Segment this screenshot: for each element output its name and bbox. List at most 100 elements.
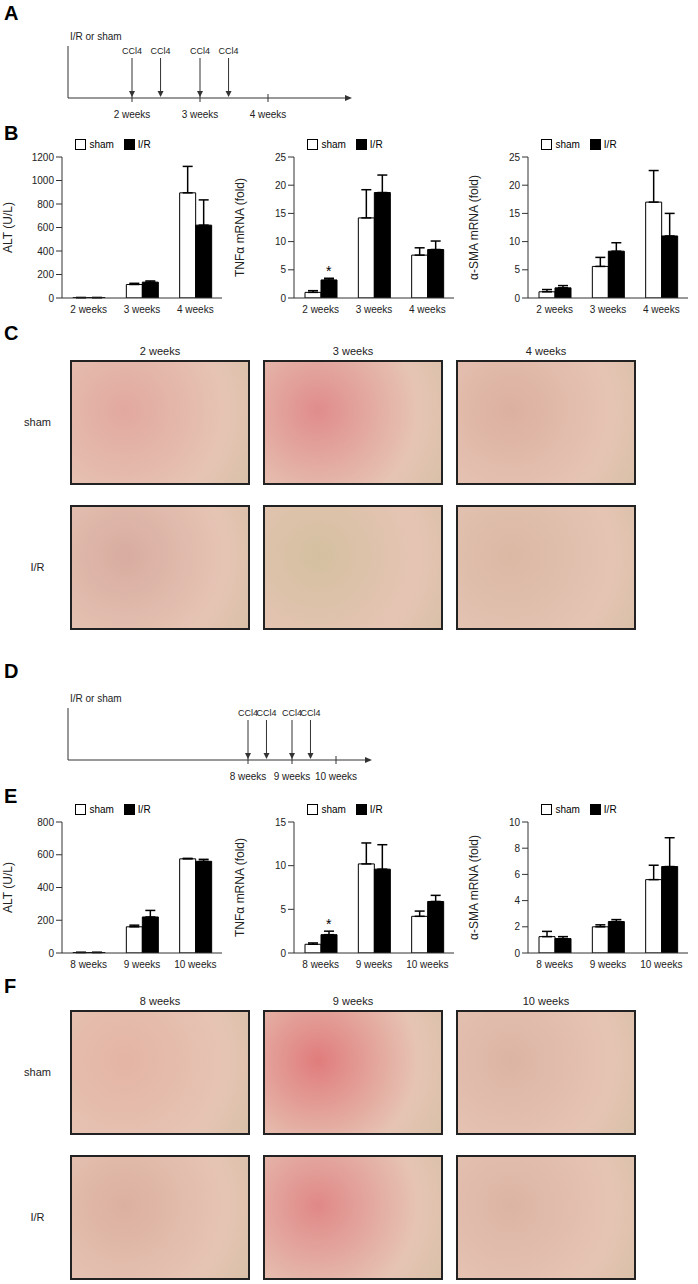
svg-text:CCl4: CCl4 xyxy=(190,46,210,56)
html-text:sham: sham xyxy=(321,139,346,150)
html-text:2 weeks: 2 weeks xyxy=(139,345,181,357)
svg-text:0: 0 xyxy=(280,948,286,959)
svg-text:600: 600 xyxy=(37,849,54,860)
svg-text:4 weeks: 4 weeks xyxy=(643,304,680,315)
html-text:B: B xyxy=(4,122,19,144)
svg-text:8 weeks: 8 weeks xyxy=(70,959,107,970)
html-text:8 weeks: 8 weeks xyxy=(139,995,181,1007)
svg-text:3 weeks: 3 weeks xyxy=(590,304,627,315)
svg-text:15: 15 xyxy=(275,208,287,219)
svg-text:0: 0 xyxy=(48,948,54,959)
svg-text:4 weeks: 4 weeks xyxy=(409,304,446,315)
svg-text:I/R or sham: I/R or sham xyxy=(70,693,122,704)
html-text:sham: sham xyxy=(24,1065,51,1078)
html-text:4 weeks: 4 weeks xyxy=(525,345,567,357)
svg-text:TNFα mRNA (fold): TNFα mRNA (fold) xyxy=(233,838,247,937)
svg-text:400: 400 xyxy=(37,246,54,257)
svg-text:2 weeks: 2 weeks xyxy=(114,109,151,120)
svg-text:CCl4: CCl4 xyxy=(151,46,171,56)
html-text:I/R: I/R xyxy=(30,560,45,573)
svg-text:10: 10 xyxy=(275,236,287,247)
svg-text:200: 200 xyxy=(37,915,54,926)
svg-text:1000: 1000 xyxy=(32,175,55,186)
svg-text:CCl4: CCl4 xyxy=(238,708,258,718)
svg-text:4 weeks: 4 weeks xyxy=(250,109,287,120)
svg-text:10: 10 xyxy=(509,817,521,828)
svg-text:5: 5 xyxy=(280,904,286,915)
svg-text:4 weeks: 4 weeks xyxy=(177,304,214,315)
svg-text:6: 6 xyxy=(514,869,520,880)
html-text:D: D xyxy=(4,660,19,682)
svg-text:15: 15 xyxy=(509,208,521,219)
svg-text:400: 400 xyxy=(37,882,54,893)
html-text:sham: sham xyxy=(555,139,580,150)
svg-text:8 weeks: 8 weeks xyxy=(302,959,339,970)
html-text:I/R: I/R xyxy=(603,139,617,150)
html-text:F: F xyxy=(4,975,17,997)
svg-text:10 weeks: 10 weeks xyxy=(406,959,448,970)
svg-text:2 weeks: 2 weeks xyxy=(302,304,339,315)
svg-text:α-SMA mRNA (fold): α-SMA mRNA (fold) xyxy=(467,835,481,940)
html-text:I/R: I/R xyxy=(30,1210,45,1223)
svg-text:25: 25 xyxy=(275,152,287,163)
svg-text:CCl4: CCl4 xyxy=(122,46,142,56)
svg-text:5: 5 xyxy=(514,264,520,275)
svg-text:9 weeks: 9 weeks xyxy=(274,771,311,782)
svg-text:8: 8 xyxy=(514,843,520,854)
svg-text:*: * xyxy=(326,916,332,932)
svg-text:600: 600 xyxy=(37,222,54,233)
svg-text:CCl4: CCl4 xyxy=(282,708,302,718)
html-text:E: E xyxy=(4,785,18,807)
svg-text:α-SMA mRNA (fold): α-SMA mRNA (fold) xyxy=(467,175,481,280)
svg-text:25: 25 xyxy=(509,152,521,163)
svg-text:9 weeks: 9 weeks xyxy=(124,959,161,970)
svg-text:I/R or sham: I/R or sham xyxy=(70,31,122,42)
svg-text:10 weeks: 10 weeks xyxy=(174,959,216,970)
svg-text:9 weeks: 9 weeks xyxy=(590,959,627,970)
svg-text:3 weeks: 3 weeks xyxy=(182,109,219,120)
svg-text:2 weeks: 2 weeks xyxy=(70,304,107,315)
svg-text:2: 2 xyxy=(514,921,520,932)
html-text:C: C xyxy=(4,322,19,344)
html-text:sham: sham xyxy=(89,139,114,150)
html-text:I/R: I/R xyxy=(369,139,383,150)
svg-text:ALT (U/L): ALT (U/L) xyxy=(1,202,15,253)
svg-text:8 weeks: 8 weeks xyxy=(230,771,267,782)
svg-text:10 weeks: 10 weeks xyxy=(640,959,682,970)
svg-text:20: 20 xyxy=(509,180,521,191)
svg-text:200: 200 xyxy=(37,269,54,280)
svg-text:8 weeks: 8 weeks xyxy=(536,959,573,970)
svg-text:0: 0 xyxy=(514,948,520,959)
svg-text:15: 15 xyxy=(275,817,287,828)
svg-text:0: 0 xyxy=(514,293,520,304)
html-text:sham: sham xyxy=(89,804,114,815)
svg-text:10 weeks: 10 weeks xyxy=(315,771,357,782)
html-text:A: A xyxy=(4,2,19,24)
svg-text:1200: 1200 xyxy=(32,152,55,163)
svg-text:0: 0 xyxy=(280,293,286,304)
html-text:I/R: I/R xyxy=(137,804,151,815)
svg-text:CCl4: CCl4 xyxy=(256,708,276,718)
html-text:10 weeks: 10 weeks xyxy=(522,995,570,1007)
html-text:I/R: I/R xyxy=(137,139,151,150)
svg-text:800: 800 xyxy=(37,817,54,828)
svg-text:CCl4: CCl4 xyxy=(300,708,320,718)
svg-text:9 weeks: 9 weeks xyxy=(356,959,393,970)
svg-text:CCl4: CCl4 xyxy=(219,46,239,56)
svg-text:2 weeks: 2 weeks xyxy=(536,304,573,315)
svg-text:ALT (U/L): ALT (U/L) xyxy=(1,862,15,913)
svg-text:3 weeks: 3 weeks xyxy=(124,304,161,315)
svg-text:5: 5 xyxy=(280,264,286,275)
html-text:3 weeks: 3 weeks xyxy=(332,345,374,357)
html-text:9 weeks: 9 weeks xyxy=(332,995,374,1007)
svg-text:20: 20 xyxy=(275,180,287,191)
svg-text:10: 10 xyxy=(275,860,287,871)
svg-text:10: 10 xyxy=(509,236,521,247)
svg-text:*: * xyxy=(326,263,332,279)
svg-text:TNFα mRNA (fold): TNFα mRNA (fold) xyxy=(233,178,247,277)
svg-text:0: 0 xyxy=(48,293,54,304)
html-text:sham: sham xyxy=(24,415,51,428)
svg-text:4: 4 xyxy=(514,895,520,906)
svg-text:800: 800 xyxy=(37,199,54,210)
svg-text:3 weeks: 3 weeks xyxy=(356,304,393,315)
